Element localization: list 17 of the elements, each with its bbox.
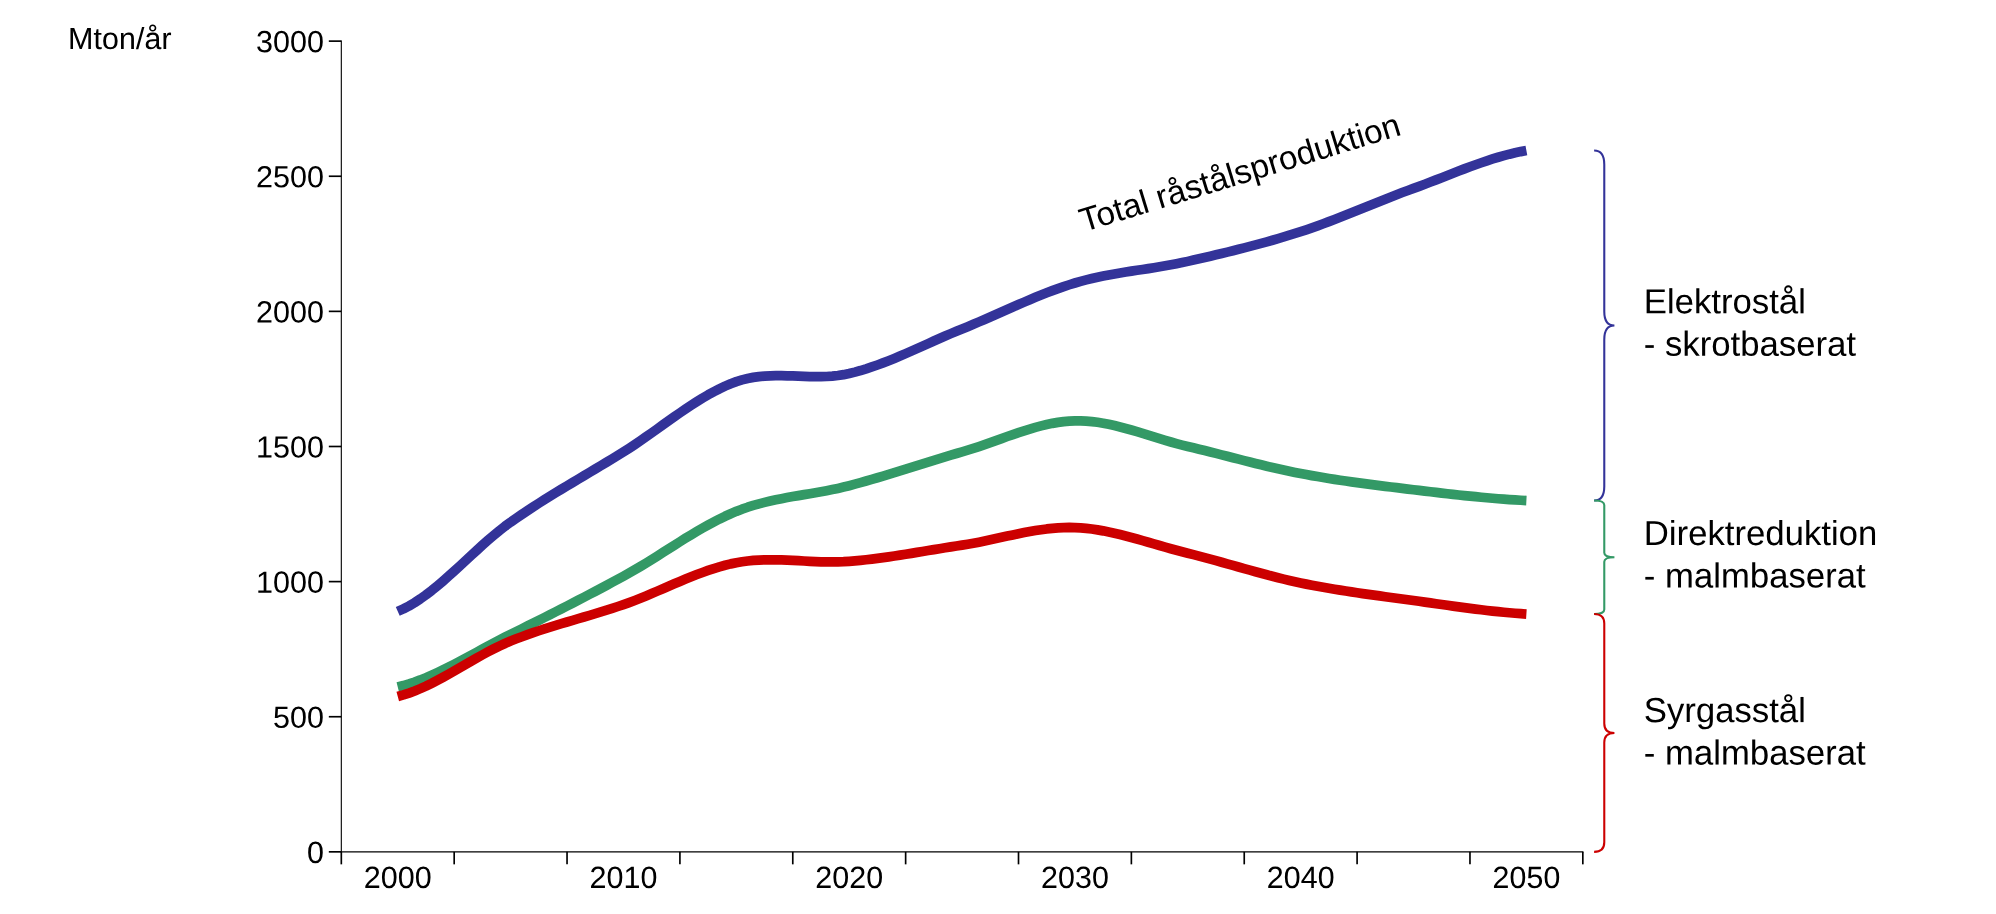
text: Syrgasstål - malmbaserat	[1645, 694, 1866, 765]
x-tick-label: 2010	[591, 866, 657, 889]
y-tick-label: 3000	[257, 30, 323, 53]
y-tick-label: 1500	[258, 436, 323, 458]
y-tick-label: 2500	[257, 165, 323, 188]
y-tick-label: 1000	[258, 571, 323, 593]
x-tick-label: 2040	[1268, 866, 1334, 889]
y-tick-label: 500	[274, 706, 323, 729]
x-tick-label: 2000	[365, 866, 431, 889]
x-tick-label: 2030	[1042, 866, 1108, 889]
y-tick-label: 2000	[257, 301, 323, 323]
text: Direktreduktion - malmbaserat	[1645, 519, 1876, 588]
text: Elektrostål - skrotbaserat	[1645, 285, 1856, 357]
x-tick-label: 2020	[816, 866, 882, 889]
y-axis-title: Mton/år	[70, 24, 172, 50]
y-tick-label: 0	[308, 841, 323, 864]
x-tick-label: 2050	[1493, 866, 1560, 889]
